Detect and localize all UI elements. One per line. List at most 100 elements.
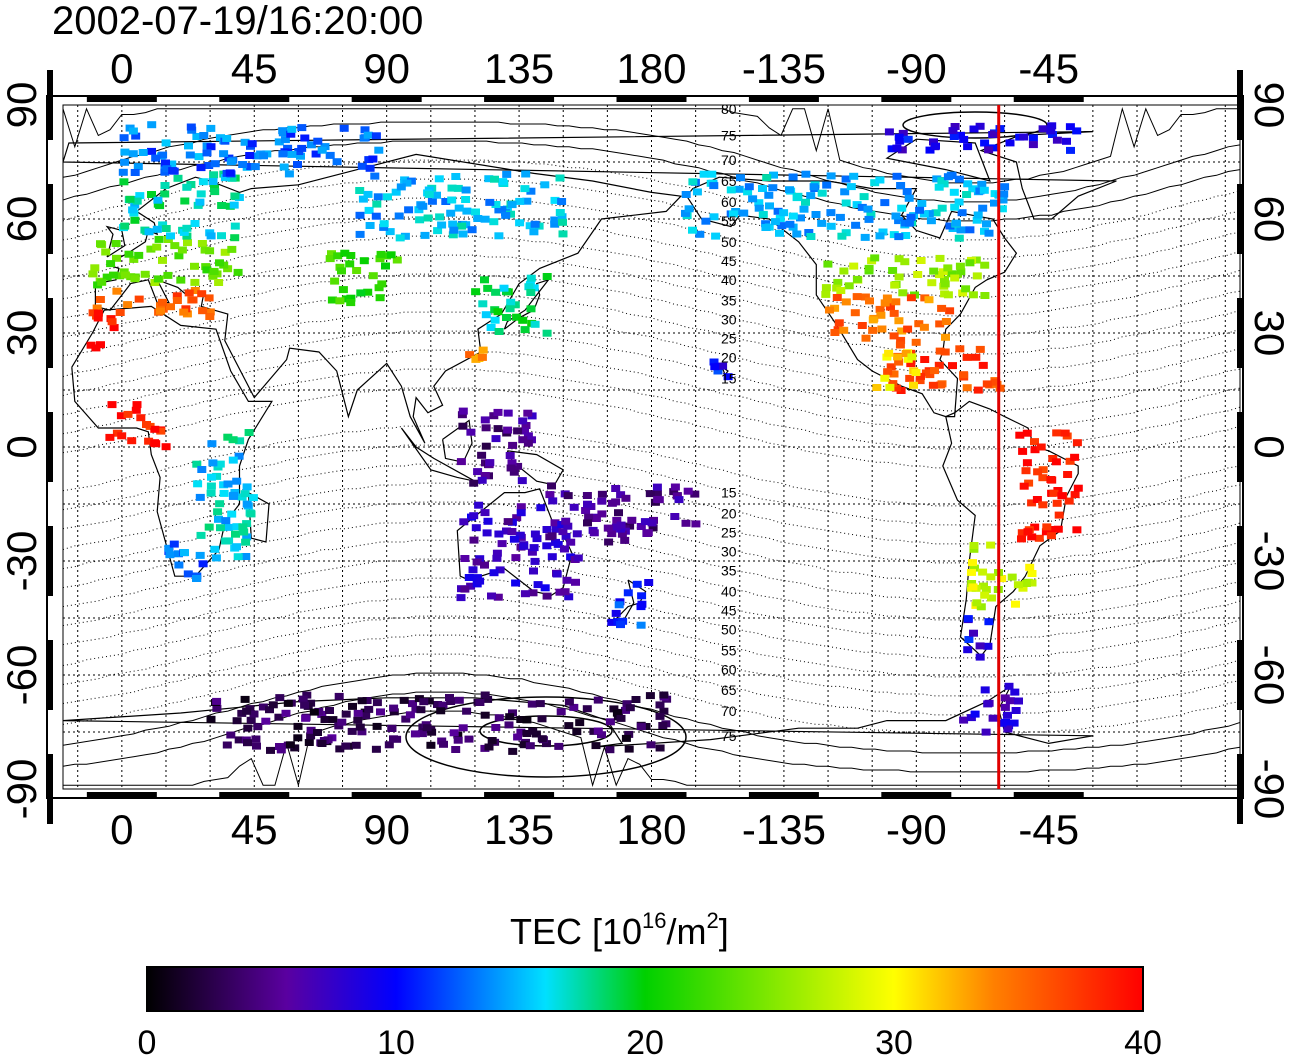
tec-cell [986, 573, 996, 581]
tec-cell [102, 273, 112, 281]
tec-cell [670, 483, 680, 491]
tec-cell [169, 540, 179, 548]
tec-cell [300, 701, 310, 709]
maglat-label: 20 [721, 350, 737, 366]
tec-cell [205, 313, 215, 320]
tec-cell [486, 324, 496, 331]
tec-cell [240, 490, 250, 498]
tec-cell [937, 177, 947, 185]
tec-cell [516, 716, 526, 723]
tec-cell [788, 212, 798, 220]
tec-cell [561, 532, 571, 540]
tec-cell [836, 287, 846, 294]
tec-cell [929, 267, 939, 275]
tec-cell [507, 528, 517, 535]
tec-cell [128, 127, 138, 135]
tec-cell [464, 735, 474, 743]
tec-cell [1003, 711, 1012, 719]
tec-cell [849, 262, 859, 270]
tec-cell [572, 728, 582, 736]
tec-cell [903, 135, 913, 143]
tec-cell [158, 298, 167, 306]
tec-cell [361, 712, 371, 720]
tec-cell [210, 160, 220, 168]
tec-cell [204, 162, 214, 169]
tec-cell [210, 545, 220, 553]
tec-cell [467, 226, 477, 234]
tec-cell [219, 489, 229, 497]
tec-cell [483, 695, 493, 703]
tec-cell [484, 175, 494, 183]
tec-cell [754, 204, 764, 212]
maglat-contour [63, 672, 1240, 754]
tec-cell [1030, 446, 1040, 454]
tec-cell [723, 373, 733, 381]
tec-cell [961, 285, 971, 293]
tec-cell [870, 254, 880, 262]
tec-cell [979, 186, 989, 194]
tec-cell [484, 743, 494, 751]
maglat-contour [63, 254, 1240, 336]
tec-cell [968, 185, 978, 193]
tec-cell [1052, 429, 1062, 437]
tec-cell [1070, 491, 1080, 499]
tec-cell [386, 251, 396, 259]
tec-cell [984, 618, 994, 626]
tec-cell [548, 497, 558, 505]
bottom-axis-tick-bar [86, 792, 157, 798]
tec-cell [480, 416, 490, 424]
tec-cell [690, 490, 700, 498]
tec-cell [834, 319, 844, 327]
tec-cell [948, 127, 958, 135]
tec-cell [535, 700, 545, 708]
tec-cell [978, 361, 988, 369]
tec-cell [112, 287, 122, 295]
tec-cell [971, 256, 981, 264]
tec-cell [300, 134, 310, 142]
tec-cell [1027, 499, 1037, 507]
tec-cell [280, 136, 290, 144]
tec-cell [935, 347, 945, 355]
right-axis-label: -60 [1246, 645, 1292, 706]
tec-cell [244, 429, 254, 436]
tec-cell [637, 592, 647, 600]
bottom-axis-tick-bar [616, 792, 687, 798]
tec-cell [1018, 584, 1028, 592]
tec-cell [607, 530, 617, 538]
maglat-contour [63, 710, 1240, 788]
tec-cell [701, 217, 711, 225]
tec-cell [558, 528, 568, 536]
tec-cell [754, 199, 764, 207]
tec-cell [317, 740, 327, 747]
tec-cell [965, 226, 975, 234]
tec-cell [183, 239, 192, 247]
tec-cell [563, 492, 573, 500]
tec-cell [926, 217, 936, 225]
top-axis-tick-bar [484, 96, 555, 102]
tec-cell [897, 327, 907, 335]
tec-cell [533, 581, 543, 589]
tec-cell [1027, 533, 1037, 541]
tec-cell [134, 295, 144, 303]
tec-cell [571, 578, 580, 586]
tec-cell [659, 691, 669, 699]
tec-cell [950, 274, 960, 282]
tec-cell [558, 218, 567, 226]
tec-cell [457, 222, 467, 230]
tec-cell [241, 553, 251, 560]
tec-cell [207, 440, 217, 448]
tec-cell [839, 326, 849, 334]
tec-cell [235, 437, 245, 445]
tec-cell [989, 144, 998, 152]
tec-cell [206, 143, 216, 151]
tec-cell [611, 485, 621, 492]
tec-cell [230, 192, 240, 200]
tec-cell [616, 491, 626, 499]
tec-cell [833, 278, 843, 286]
south-pole-oval-outer [405, 696, 687, 778]
tec-cell [109, 271, 118, 279]
tec-cell [564, 698, 574, 706]
tec-cell [449, 729, 459, 737]
tec-cell [860, 233, 870, 241]
tec-cell [347, 727, 357, 735]
